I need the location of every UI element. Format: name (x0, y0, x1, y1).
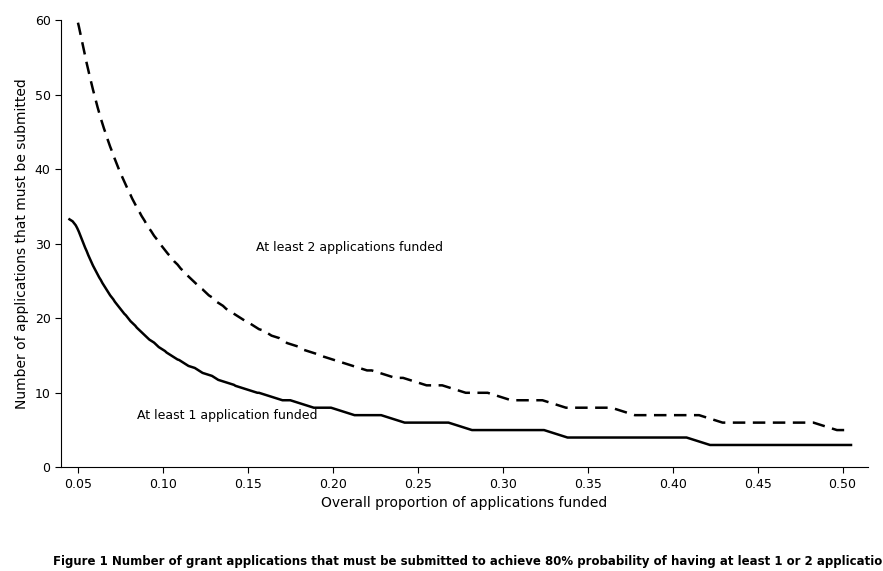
Text: Figure 1 Number of grant applications that must be submitted to achieve 80% prob: Figure 1 Number of grant applications th… (53, 555, 883, 568)
Text: At least 1 application funded: At least 1 application funded (138, 409, 318, 422)
Text: At least 2 applications funded: At least 2 applications funded (256, 241, 443, 254)
X-axis label: Overall proportion of applications funded: Overall proportion of applications funde… (321, 496, 608, 510)
Y-axis label: Number of applications that must be submitted: Number of applications that must be subm… (15, 78, 29, 409)
